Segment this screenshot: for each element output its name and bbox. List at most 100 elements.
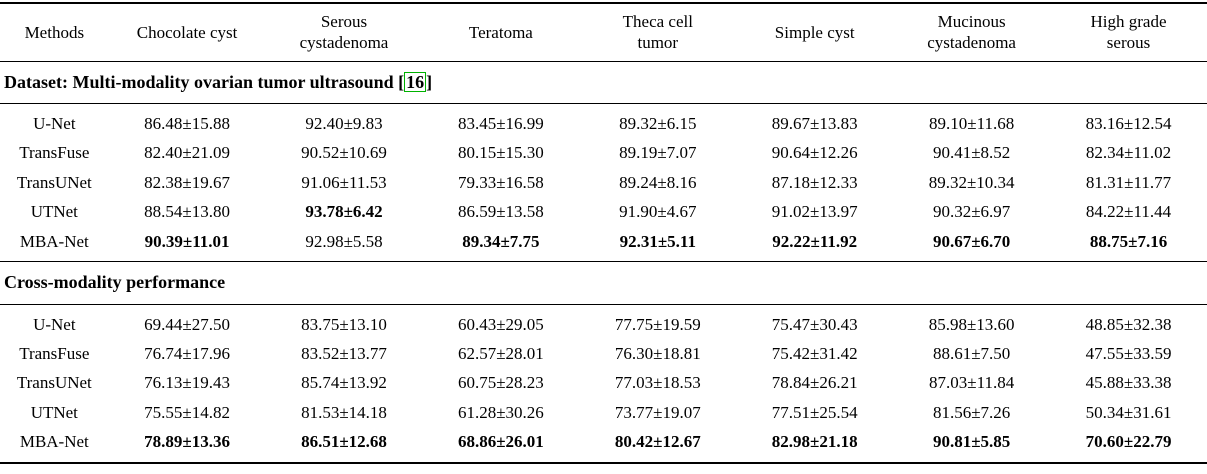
section-title: Cross-modality performance <box>0 261 1207 305</box>
value-cell: 89.19±7.07 <box>619 143 697 163</box>
citation-link[interactable]: 16 <box>404 71 427 93</box>
value-cell: 60.43±29.05 <box>457 314 544 334</box>
value-cell: 91.06±11.53 <box>301 172 387 192</box>
value-cell: 89.34±7.75 <box>462 231 540 251</box>
data-row: TransFuse 76.74±17.96 83.52±13.77 62.57±28.… <box>0 340 1207 369</box>
column-header: Theca cell tumor <box>579 3 737 62</box>
value-cell: 77.03±18.53 <box>614 373 701 393</box>
results-table: Methods Chocolate cyst Serous cystadenoma T… <box>0 2 1207 464</box>
value-cell: 89.32±6.15 <box>619 114 697 134</box>
value-cell: 70.60±22.79 <box>1085 432 1172 452</box>
value-cell: 92.22±11.92 <box>772 231 858 251</box>
value-cell: 82.34±11.02 <box>1085 143 1172 163</box>
column-header: Mucinous cystadenoma <box>893 3 1051 62</box>
method-cell: TransFuse <box>19 143 90 163</box>
value-cell: 88.54±13.80 <box>144 202 230 222</box>
data-row: MBA-Net 90.39±11.01 92.98±5.58 89.34±7.75 92… <box>0 227 1207 261</box>
section-title-row: Cross-modality performance <box>0 261 1207 305</box>
value-cell: 92.98±5.58 <box>305 231 383 251</box>
citation-bracket-close: ] <box>426 71 433 92</box>
value-cell: 78.84±26.21 <box>771 373 858 393</box>
value-cell: 92.31±5.11 <box>619 231 696 251</box>
header-row: Methods Chocolate cyst Serous cystadenoma T… <box>0 3 1207 62</box>
value-cell: 90.67±6.70 <box>932 231 1011 251</box>
value-cell: 87.18±12.33 <box>771 172 858 192</box>
method-cell: MBA-Net <box>19 432 89 452</box>
column-header: Serous cystadenoma <box>265 3 423 62</box>
value-cell: 77.75±19.59 <box>614 314 701 334</box>
value-cell: 50.34±31.61 <box>1085 402 1172 422</box>
method-cell: TransUNet <box>16 373 92 393</box>
value-cell: 91.90±4.67 <box>619 202 697 222</box>
value-cell: 77.51±25.54 <box>771 402 858 422</box>
method-cell: UTNet <box>30 402 78 422</box>
value-cell: 75.42±31.42 <box>771 344 858 364</box>
column-header: High grade serous <box>1050 3 1207 62</box>
value-cell: 83.75±13.10 <box>301 314 387 334</box>
data-row: UTNet 75.55±14.82 81.53±14.18 61.28±30.26 73… <box>0 398 1207 427</box>
value-cell: 90.32±6.97 <box>932 202 1011 222</box>
value-cell: 61.28±30.26 <box>457 402 544 422</box>
value-cell: 62.57±28.01 <box>457 344 544 364</box>
value-cell: 81.56±7.26 <box>932 402 1011 422</box>
value-cell: 88.75±7.16 <box>1089 231 1168 251</box>
value-cell: 82.40±21.09 <box>144 143 230 163</box>
value-cell: 75.55±14.82 <box>144 402 230 422</box>
value-cell: 91.02±13.97 <box>771 202 858 222</box>
column-header: Chocolate cyst <box>108 3 266 62</box>
section-title-text: Dataset: Multi-modality ovarian tumor ul… <box>4 71 394 92</box>
data-row: TransFuse 82.40±21.09 90.52±10.69 80.15±15.… <box>0 139 1207 168</box>
data-row: MBA-Net 78.89±13.36 86.51±12.68 68.86±26.01… <box>0 428 1207 463</box>
value-cell: 81.53±14.18 <box>301 402 387 422</box>
method-cell: UTNet <box>30 202 78 222</box>
column-header: Simple cyst <box>736 3 894 62</box>
value-cell: 89.10±11.68 <box>929 114 1015 134</box>
value-cell: 93.78±6.42 <box>305 202 383 222</box>
value-cell: 90.81±5.85 <box>932 432 1011 452</box>
value-cell: 92.40±9.83 <box>305 114 383 134</box>
method-cell: TransFuse <box>19 344 90 364</box>
value-cell: 86.48±15.88 <box>144 114 230 134</box>
value-cell: 87.03±11.84 <box>929 373 1015 393</box>
value-cell: 81.31±11.77 <box>1085 172 1172 192</box>
method-cell: TransUNet <box>16 172 92 192</box>
value-cell: 69.44±27.50 <box>144 314 230 334</box>
value-cell: 88.61±7.50 <box>932 344 1011 364</box>
value-cell: 79.33±16.58 <box>457 172 544 192</box>
column-header: Teratoma <box>422 3 580 62</box>
value-cell: 78.89±13.36 <box>144 432 230 452</box>
data-row: UTNet 88.54±13.80 93.78±6.42 86.59±13.58 91.… <box>0 198 1207 227</box>
section-title: Dataset: Multi-modality ovarian tumor ul… <box>0 60 1207 105</box>
value-cell: 84.22±11.44 <box>1085 202 1172 222</box>
value-cell: 89.32±10.34 <box>928 172 1015 192</box>
value-cell: 73.77±19.07 <box>614 402 701 422</box>
value-cell: 45.88±33.38 <box>1085 373 1172 393</box>
value-cell: 83.45±16.99 <box>457 114 544 134</box>
method-cell: U-Net <box>33 314 76 334</box>
value-cell: 90.52±10.69 <box>301 143 387 163</box>
table-body: Dataset: Multi-modality ovarian tumor ul… <box>0 60 1207 463</box>
value-cell: 86.59±13.58 <box>457 202 544 222</box>
value-cell: 90.64±12.26 <box>771 143 858 163</box>
value-cell: 89.67±13.83 <box>771 114 858 134</box>
data-row: U-Net 69.44±27.50 83.75±13.10 60.43±29.05 77… <box>0 304 1207 339</box>
method-cell: MBA-Net <box>19 231 89 251</box>
value-cell: 48.85±32.38 <box>1085 314 1172 334</box>
value-cell: 86.51±12.68 <box>301 432 387 452</box>
citation-bracket-open: [ <box>398 71 405 92</box>
value-cell: 89.24±8.16 <box>619 172 697 192</box>
value-cell: 47.55±33.59 <box>1085 344 1172 364</box>
value-cell: 75.47±30.43 <box>771 314 858 334</box>
value-cell: 68.86±26.01 <box>457 432 544 452</box>
value-cell: 80.42±12.67 <box>614 432 701 452</box>
value-cell: 76.30±18.81 <box>614 344 701 364</box>
value-cell: 76.13±19.43 <box>144 373 230 393</box>
method-cell: U-Net <box>33 114 76 134</box>
value-cell: 90.39±11.01 <box>144 231 230 251</box>
value-cell: 60.75±28.23 <box>457 373 544 393</box>
column-header: Methods <box>0 3 109 62</box>
value-cell: 83.16±12.54 <box>1085 114 1172 134</box>
section-title-text: Cross-modality performance <box>4 272 226 293</box>
data-row: TransUNet 82.38±19.67 91.06±11.53 79.33±16.… <box>0 168 1207 197</box>
value-cell: 90.41±8.52 <box>932 143 1011 163</box>
